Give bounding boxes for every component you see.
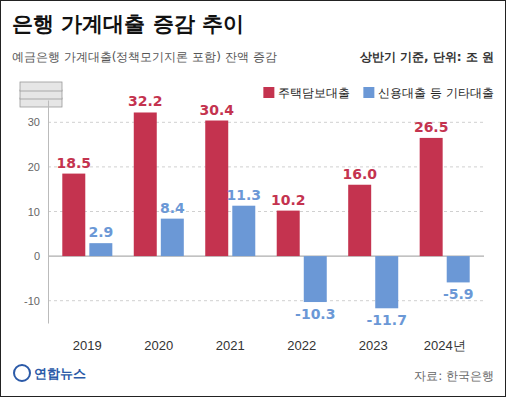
data-label: 30.4 xyxy=(199,102,234,118)
bar xyxy=(375,256,398,308)
grid xyxy=(48,122,484,300)
data-label: 10.2 xyxy=(271,192,306,208)
subtitle: 예금은행 가계대출(정책모기지론 포함) 잔액 증감 xyxy=(12,50,277,64)
chart-root: 은행 가계대출 증감 추이예금은행 가계대출(정책모기지론 포함) 잔액 증감 상… xyxy=(0,0,506,397)
y-tick: 10 xyxy=(28,206,48,218)
data-label: -5.9 xyxy=(443,286,474,302)
bar xyxy=(277,211,300,256)
icon-part xyxy=(20,82,62,91)
y-axis-line xyxy=(48,101,49,324)
title: 은행 가계대출 증감 추이 xyxy=(12,12,244,36)
x-tick: 2019 xyxy=(73,331,102,353)
y-tick: 30 xyxy=(28,116,48,128)
data-label: 2.9 xyxy=(88,224,113,240)
data-label: 11.3 xyxy=(227,187,262,203)
x-tick-label: 2021 xyxy=(216,338,245,353)
source: 자료: 한국은행 xyxy=(414,369,494,383)
grid-line xyxy=(48,211,484,212)
x-tick-label: 2022 xyxy=(287,338,316,353)
bar xyxy=(420,138,443,256)
x-tick: 2024년 xyxy=(424,331,466,353)
x-tick: 2021 xyxy=(216,331,245,353)
bar xyxy=(205,121,228,257)
x-tick: 2022 xyxy=(287,331,316,353)
bars xyxy=(62,112,469,308)
legend: 신용대출 등 기타대출 주택담보대출 xyxy=(263,86,494,100)
bar xyxy=(348,185,371,256)
y-tick-label: 10 xyxy=(28,206,40,218)
note: 상반기 기준, 단위: 조 원 xyxy=(359,50,494,64)
bar xyxy=(447,256,470,282)
x-tick-label: 2023 xyxy=(359,338,388,353)
legend-label: 주택담보대출 xyxy=(278,86,350,100)
y-tick-label: 30 xyxy=(28,116,40,128)
bar xyxy=(161,219,184,256)
data-label: 18.5 xyxy=(57,155,92,171)
frame xyxy=(1,1,506,397)
legend-swatch xyxy=(363,87,374,98)
data-label: 26.5 xyxy=(414,119,449,135)
data-labels: 18.5 32.2 30.4 10.2 16.0 26.5 2.9 8.4 11.3 -10.3 -… xyxy=(57,93,474,328)
y-tick: 0 xyxy=(34,250,48,262)
x-tick-label: 2019 xyxy=(73,338,102,353)
y-tick-label: -10 xyxy=(24,295,40,307)
grid-line xyxy=(48,256,484,257)
data-label: -11.7 xyxy=(367,312,407,328)
y-axis: -10 0 10 20 30 xyxy=(24,101,48,324)
y-tick: 20 xyxy=(28,161,48,173)
logo-icon xyxy=(14,365,30,381)
x-tick: 2023 xyxy=(359,331,388,353)
y-tick: -10 xyxy=(24,295,48,307)
data-label: -10.3 xyxy=(295,306,335,322)
data-label: 32.2 xyxy=(128,93,163,109)
legend-label: 신용대출 등 기타대출 xyxy=(378,86,494,100)
grid-line xyxy=(48,166,484,167)
x-tick: 2020 xyxy=(144,331,173,353)
data-label: 16.0 xyxy=(342,166,377,182)
bar xyxy=(232,206,255,256)
bar xyxy=(62,174,85,257)
grid-line xyxy=(48,300,484,301)
icon xyxy=(20,82,62,107)
credit: 연합뉴스 xyxy=(34,366,86,381)
bar xyxy=(134,112,157,256)
bar xyxy=(89,243,112,256)
y-tick-label: 0 xyxy=(34,250,40,262)
x-tick-label: 2024년 xyxy=(424,338,466,353)
legend-swatch xyxy=(263,87,274,98)
bar xyxy=(304,256,327,302)
data-label: 8.4 xyxy=(160,200,185,216)
y-tick-label: 20 xyxy=(28,161,40,173)
x-axis: 2019 2020 2021 2022 2023 2024년 xyxy=(73,331,466,353)
x-tick-label: 2020 xyxy=(144,338,173,353)
